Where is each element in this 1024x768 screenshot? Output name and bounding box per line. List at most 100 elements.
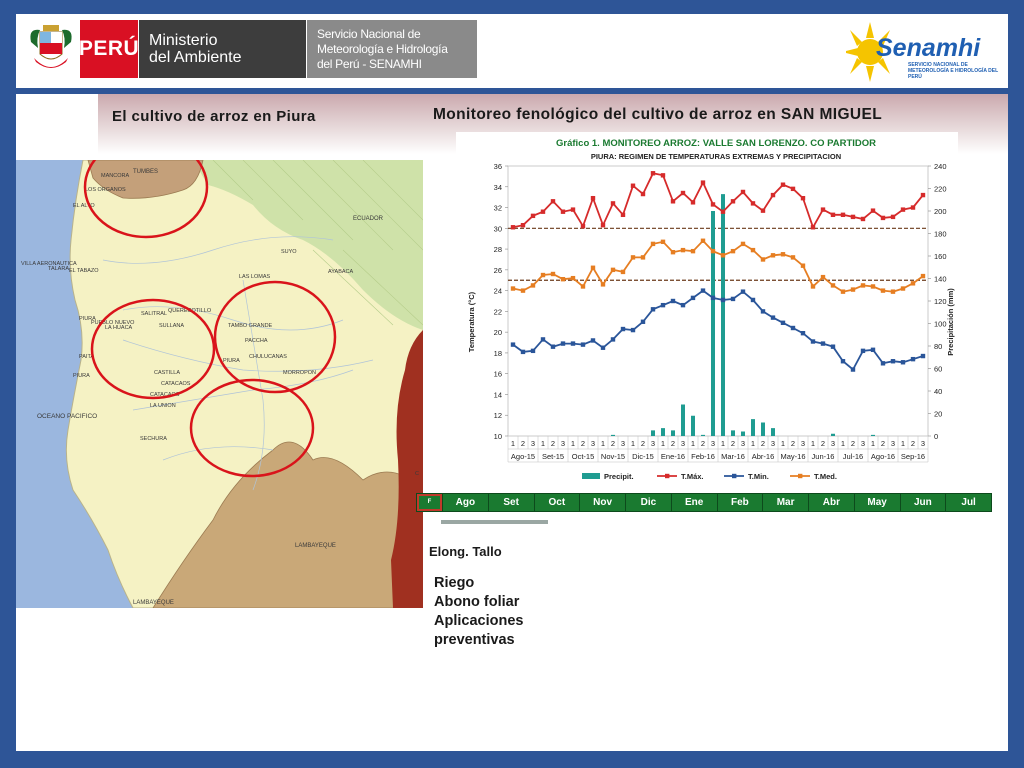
phenology-cell: Ene — [670, 494, 717, 511]
series-point — [860, 348, 866, 354]
ministerio-line-2: del Ambiente — [149, 49, 242, 66]
phenology-calendar: F Ago Set Oct Nov Dic Ene Feb Mar Abr Ma… — [416, 493, 992, 512]
precip-bar — [661, 428, 665, 436]
left-title: El cultivo de arroz en Piura — [112, 108, 316, 125]
x-tick-label: 3 — [921, 439, 925, 448]
precip-bar — [691, 415, 695, 436]
map-label: PIURA — [79, 316, 96, 322]
series-point — [740, 241, 746, 247]
series-point — [920, 353, 926, 359]
x-tick-label: 3 — [771, 439, 775, 448]
chart: Gráfico 1. MONITOREO ARROZ: VALLE SAN LO… — [456, 132, 958, 490]
series-point — [550, 344, 556, 349]
series-point — [560, 209, 566, 214]
series-point — [720, 209, 726, 214]
series-point — [770, 253, 776, 258]
phenology-cell: Jun — [899, 494, 946, 511]
y-tick-label: 18 — [494, 349, 502, 358]
map-label: ECUADOR — [353, 216, 384, 222]
series-point — [520, 222, 526, 228]
month-label: Sep-16 — [901, 452, 925, 461]
phenology-cell: Dic — [625, 494, 671, 511]
series-point — [910, 356, 916, 362]
x-tick-label: 3 — [651, 439, 655, 448]
x-tick-label: 3 — [561, 439, 565, 448]
series-point — [690, 248, 696, 254]
x-tick-label: 2 — [911, 439, 915, 448]
series-point — [760, 309, 766, 314]
x-tick-label: 2 — [821, 439, 825, 448]
series-point — [590, 338, 596, 343]
x-tick-label: 1 — [631, 439, 635, 448]
series-point — [700, 180, 706, 185]
series-point — [870, 208, 876, 213]
servicio-logo: Servicio Nacional de Meteorología e Hidr… — [307, 20, 477, 78]
map-label: PIURA — [73, 373, 90, 379]
map-label: MORROPON — [283, 370, 316, 376]
y2-tick-label: 200 — [934, 207, 947, 216]
phenology-cell: Jul — [945, 494, 991, 511]
month-label: Nov-15 — [601, 452, 625, 461]
map-label: SALITRAL — [141, 311, 167, 317]
series-point — [700, 288, 706, 293]
series-point — [750, 201, 756, 206]
x-tick-label: 1 — [571, 439, 575, 448]
series-point — [710, 295, 716, 301]
map-label: PACCHA — [245, 338, 268, 344]
y-tick-label: 16 — [494, 370, 502, 379]
x-tick-label: 1 — [811, 439, 815, 448]
precip-bar — [651, 430, 655, 436]
series-point — [670, 298, 676, 304]
map-label: LAMBAYEQUE — [133, 600, 174, 606]
precip-bar — [741, 431, 745, 436]
series-point — [910, 281, 916, 286]
precip-bar — [681, 404, 685, 436]
series-point — [880, 215, 886, 221]
highlight-circles — [83, 160, 337, 478]
peru-logo-text: PERÚ — [78, 37, 140, 60]
series-point — [720, 253, 726, 258]
phenology-cell: May — [853, 494, 900, 511]
series-point — [590, 195, 596, 201]
precip-bar — [831, 433, 835, 436]
series-point — [790, 325, 796, 331]
series-point — [730, 248, 736, 254]
series-point — [540, 337, 546, 342]
series-point — [840, 359, 846, 364]
series-point — [740, 289, 746, 294]
month-label: Ene-16 — [661, 452, 685, 461]
series-point — [780, 320, 786, 326]
series-point — [830, 212, 836, 218]
series-point — [630, 327, 636, 333]
series-point — [870, 347, 876, 353]
map-label: TUMBES — [133, 169, 158, 175]
map-label: OCEANO PACIFICO — [37, 413, 97, 420]
legend-label: T.Min. — [748, 472, 769, 481]
series-point — [790, 186, 796, 192]
precip-bar — [671, 430, 675, 436]
x-tick-label: 1 — [511, 439, 515, 448]
circle-tambogrande — [213, 280, 337, 394]
precip-bar — [761, 422, 765, 436]
series-point — [540, 209, 546, 214]
precip-bar — [701, 434, 705, 436]
chart-title: Gráfico 1. MONITOREO ARROZ: VALLE SAN LO… — [556, 138, 876, 149]
series-point — [850, 367, 856, 372]
servicio-line-1: Servicio Nacional de — [317, 27, 421, 41]
series-point — [620, 326, 626, 332]
series-point — [600, 222, 606, 228]
x-tick-label: 2 — [731, 439, 735, 448]
series-point — [670, 199, 676, 204]
series-point — [880, 288, 886, 293]
ministerio-logo: Ministerio del Ambiente — [139, 20, 306, 78]
precip-bar — [771, 428, 775, 436]
map-label: C — [415, 471, 419, 477]
series-point — [610, 337, 616, 342]
legend-marker — [665, 473, 670, 479]
stage-progress-line — [441, 520, 548, 524]
series-point — [810, 339, 816, 344]
map-label: LA UNION — [150, 403, 176, 409]
series-point — [900, 286, 906, 291]
series-point — [860, 283, 866, 288]
month-label: Oct-15 — [572, 452, 595, 461]
